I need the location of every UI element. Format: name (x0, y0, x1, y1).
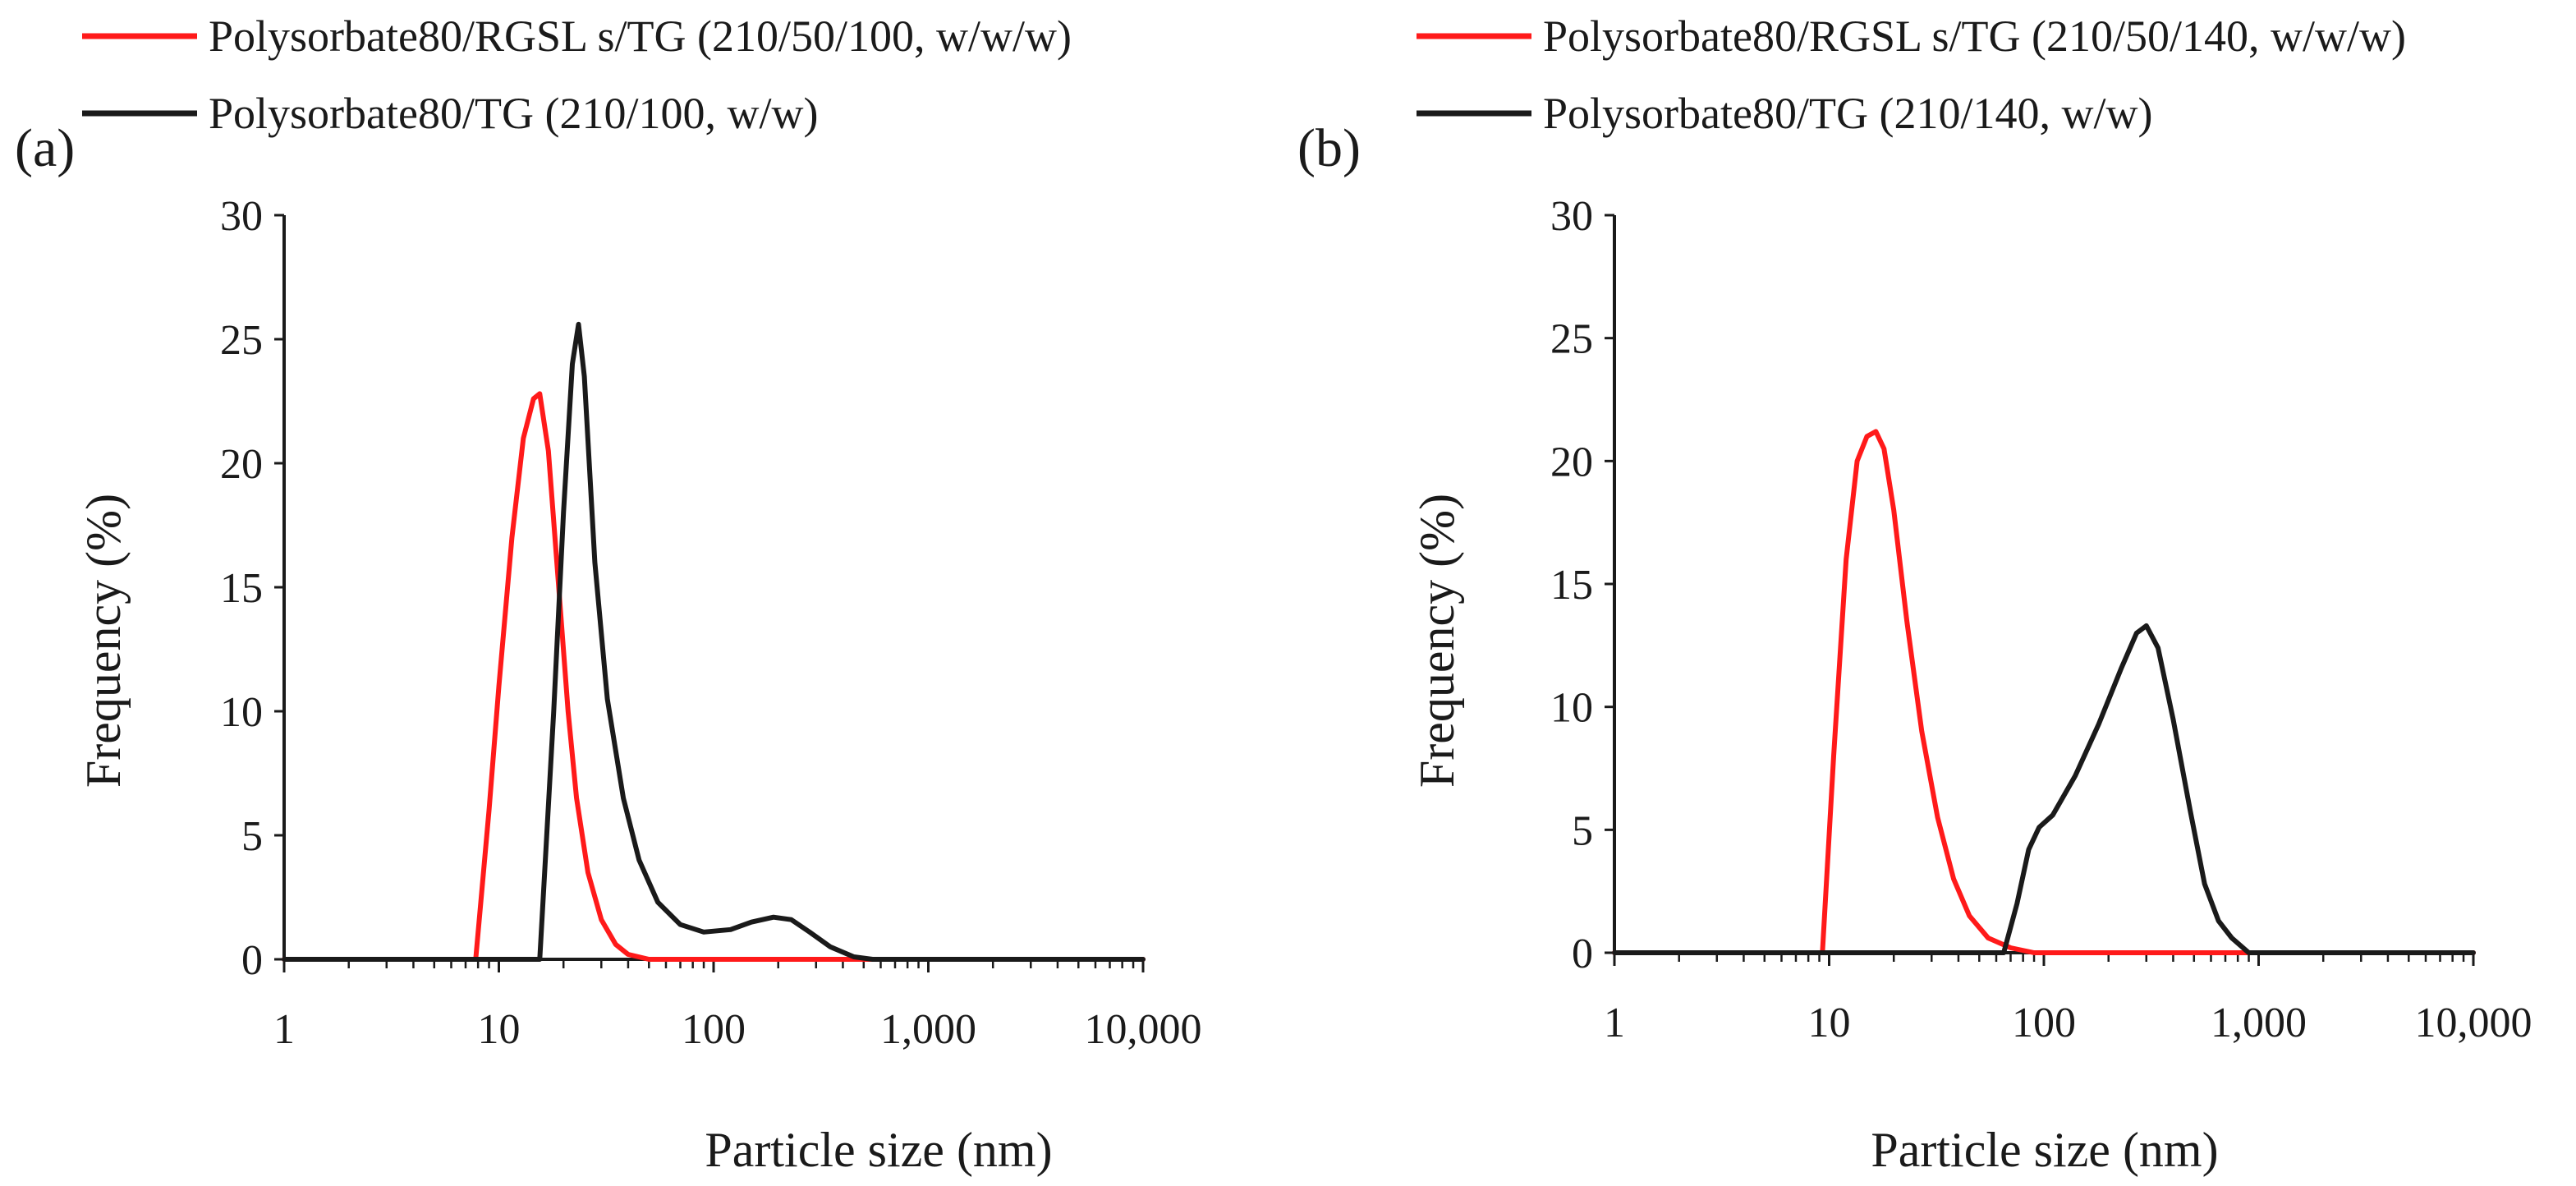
series-line-red (1612, 429, 2476, 955)
y-tick-label: 0 (1572, 931, 1593, 977)
y-tick-label: 15 (220, 565, 263, 612)
legend-label-red: Polysorbate80/RGSL s/TG (210/50/100, w/w… (209, 11, 1072, 61)
y-tick-label: 10 (1550, 685, 1593, 732)
y-tick-label: 0 (241, 937, 263, 984)
x-axis-title: Particle size (nm) (705, 1123, 1052, 1177)
y-tick-label: 5 (241, 813, 263, 860)
panel-label: (b) (1297, 118, 1361, 178)
x-tick-label: 100 (2012, 1000, 2076, 1046)
x-tick-label: 10 (478, 1006, 521, 1053)
y-tick-label: 25 (1550, 316, 1593, 363)
x-axis-title: Particle size (nm) (1871, 1123, 2218, 1177)
plot-area: 0 5 10 15 20 25 30 1 10 100 1,000 10,000 (1550, 193, 2532, 1046)
legend-label-red: Polysorbate80/RGSL s/TG (210/50/140, w/w… (1543, 11, 2406, 61)
y-axis-title: Frequency (%) (76, 494, 131, 788)
series-line-red (282, 391, 1146, 962)
panel-a: Polysorbate80/RGSL s/TG (210/50/100, w/w… (15, 11, 1202, 1177)
x-tick-label: 1,000 (2211, 1000, 2307, 1046)
x-tick-label: 10,000 (2415, 1000, 2532, 1046)
y-tick-label: 10 (220, 689, 263, 736)
x-tick-label: 100 (682, 1006, 746, 1053)
panel-b: Polysorbate80/RGSL s/TG (210/50/140, w/w… (1297, 11, 2532, 1177)
x-tick-label: 1,000 (880, 1006, 976, 1053)
panel-label: (a) (15, 118, 75, 178)
y-tick-label: 5 (1572, 807, 1593, 854)
plot-area: 0 5 10 15 20 25 30 1 10 100 1,000 10,000 (220, 193, 1202, 1053)
y-tick-label: 30 (1550, 193, 1593, 240)
series-line-black (282, 321, 1146, 962)
y-tick-label: 15 (1550, 562, 1593, 609)
y-axis-title: Frequency (%) (1410, 494, 1464, 788)
legend-label-black: Polysorbate80/TG (210/100, w/w) (209, 89, 818, 138)
series-line-black (1612, 623, 2476, 955)
x-tick-label: 1 (273, 1006, 295, 1053)
y-tick-label: 25 (220, 317, 263, 364)
legend-label-black: Polysorbate80/TG (210/140, w/w) (1543, 89, 2152, 138)
y-tick-label: 20 (220, 441, 263, 488)
x-tick-label: 10 (1808, 1000, 1851, 1046)
x-tick-label: 10,000 (1085, 1006, 1202, 1053)
x-tick-label: 1 (1604, 1000, 1625, 1046)
y-tick-label: 20 (1550, 439, 1593, 485)
y-tick-label: 30 (220, 193, 263, 240)
